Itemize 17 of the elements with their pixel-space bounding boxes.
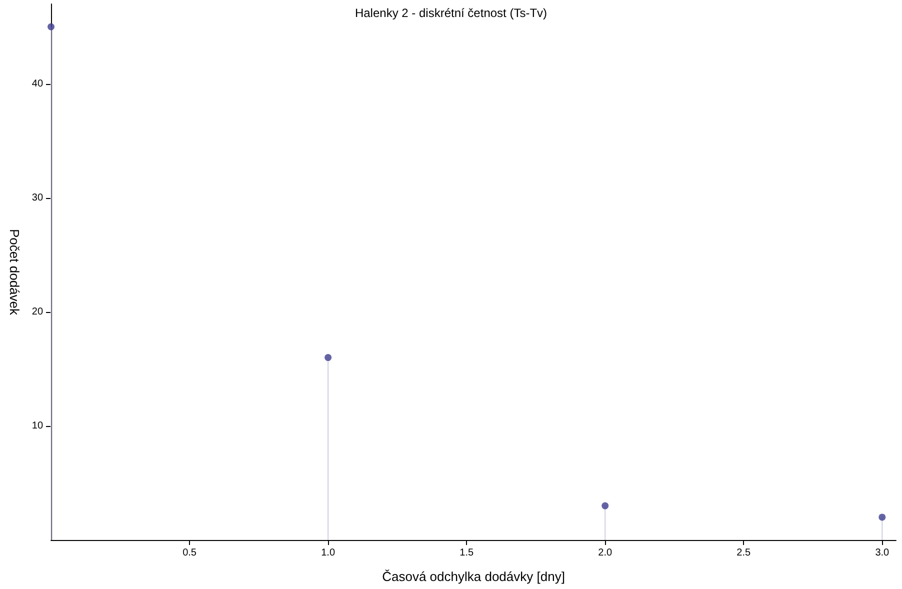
x-tick-label: 3.0	[875, 548, 890, 558]
y-tick-label: 20	[32, 306, 44, 318]
point	[878, 514, 886, 521]
y-tick-label: 10	[32, 420, 44, 432]
x-axis-title: Časová odchylka dodávky [dny]	[382, 569, 565, 584]
point	[48, 23, 55, 30]
x-tick-label: 0.5	[182, 548, 197, 558]
point	[324, 354, 332, 362]
x-tick-label: 2.5	[736, 548, 752, 558]
y-tick-label: 40	[32, 78, 44, 90]
x-tick-label: 2.0	[598, 548, 612, 558]
point	[602, 502, 609, 510]
y-tick-label: 30	[32, 192, 44, 204]
x-tick-label: 1.5	[460, 548, 474, 558]
chart-title: Halenky 2 - diskrétní četnost (Ts-Tv)	[354, 6, 548, 20]
x-tick-label: 1.0	[321, 548, 336, 558]
y-axis-title: Počet dodávek	[7, 228, 22, 316]
